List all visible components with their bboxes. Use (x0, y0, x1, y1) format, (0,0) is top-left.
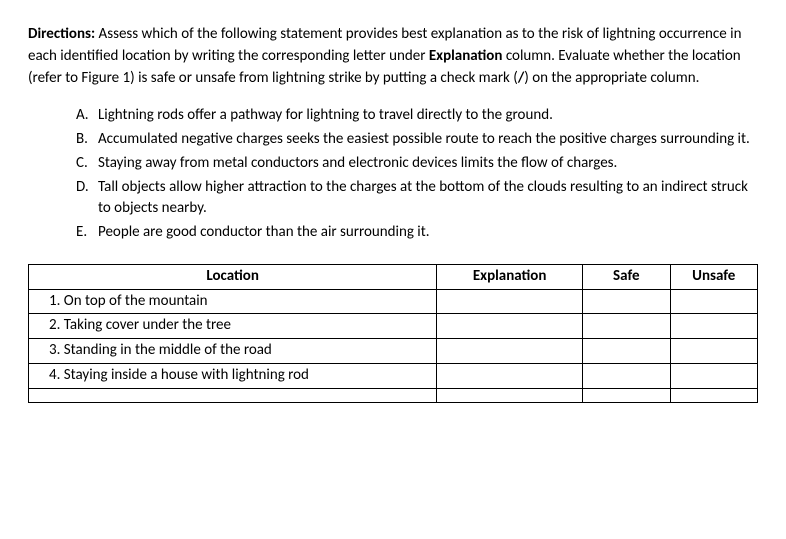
option-text: Staying away from metal conductors and e… (98, 153, 758, 175)
option-row: D. Tall objects allow higher attraction … (76, 177, 758, 221)
options-list: A. Lightning rods offer a pathway for li… (28, 105, 758, 244)
cell-safe[interactable] (583, 314, 670, 339)
cell-explanation[interactable] (437, 289, 583, 314)
cell-safe[interactable] (583, 339, 670, 364)
answer-table: Location Explanation Safe Unsafe 1. On t… (28, 264, 758, 403)
option-row: A. Lightning rods offer a pathway for li… (76, 105, 758, 127)
cell-explanation[interactable] (437, 339, 583, 364)
option-text: People are good conductor than the air s… (98, 222, 758, 244)
cell-unsafe[interactable] (670, 363, 757, 388)
cell-location: 3. Standing in the middle of the road (29, 339, 437, 364)
spacer-cell (670, 388, 757, 402)
option-row: B. Accumulated negative charges seeks th… (76, 129, 758, 151)
cell-explanation[interactable] (437, 314, 583, 339)
option-text: Accumulated negative charges seeks the e… (98, 129, 758, 151)
option-letter: D. (76, 177, 98, 221)
cell-location: 2. Taking cover under the tree (29, 314, 437, 339)
option-letter: C. (76, 153, 98, 175)
cell-unsafe[interactable] (670, 339, 757, 364)
header-safe: Safe (583, 264, 670, 289)
option-letter: B. (76, 129, 98, 151)
header-unsafe: Unsafe (670, 264, 757, 289)
cell-location: 1. On top of the mountain (29, 289, 437, 314)
header-location: Location (29, 264, 437, 289)
cell-location: 4. Staying inside a house with lightning… (29, 363, 437, 388)
cell-safe[interactable] (583, 363, 670, 388)
spacer-cell (583, 388, 670, 402)
table-spacer-row (29, 388, 758, 402)
explanation-bold: Explanation (429, 47, 503, 65)
table-row: 1. On top of the mountain (29, 289, 758, 314)
option-row: E. People are good conductor than the ai… (76, 222, 758, 244)
spacer-cell (437, 388, 583, 402)
cell-safe[interactable] (583, 289, 670, 314)
option-letter: A. (76, 105, 98, 127)
option-letter: E. (76, 222, 98, 244)
option-row: C. Staying away from metal conductors an… (76, 153, 758, 175)
directions-label: Directions: (28, 25, 95, 43)
cell-unsafe[interactable] (670, 289, 757, 314)
cell-explanation[interactable] (437, 363, 583, 388)
spacer-cell (29, 388, 437, 402)
option-text: Lightning rods offer a pathway for light… (98, 105, 758, 127)
table-row: 2. Taking cover under the tree (29, 314, 758, 339)
table-row: 3. Standing in the middle of the road (29, 339, 758, 364)
directions-text-3: ) on the appropriate column. (524, 69, 699, 87)
table-row: 4. Staying inside a house with lightning… (29, 363, 758, 388)
directions-block: Directions: Assess which of the followin… (28, 24, 758, 89)
cell-unsafe[interactable] (670, 314, 757, 339)
header-explanation: Explanation (437, 264, 583, 289)
table-header-row: Location Explanation Safe Unsafe (29, 264, 758, 289)
option-text: Tall objects allow higher attraction to … (98, 177, 758, 221)
